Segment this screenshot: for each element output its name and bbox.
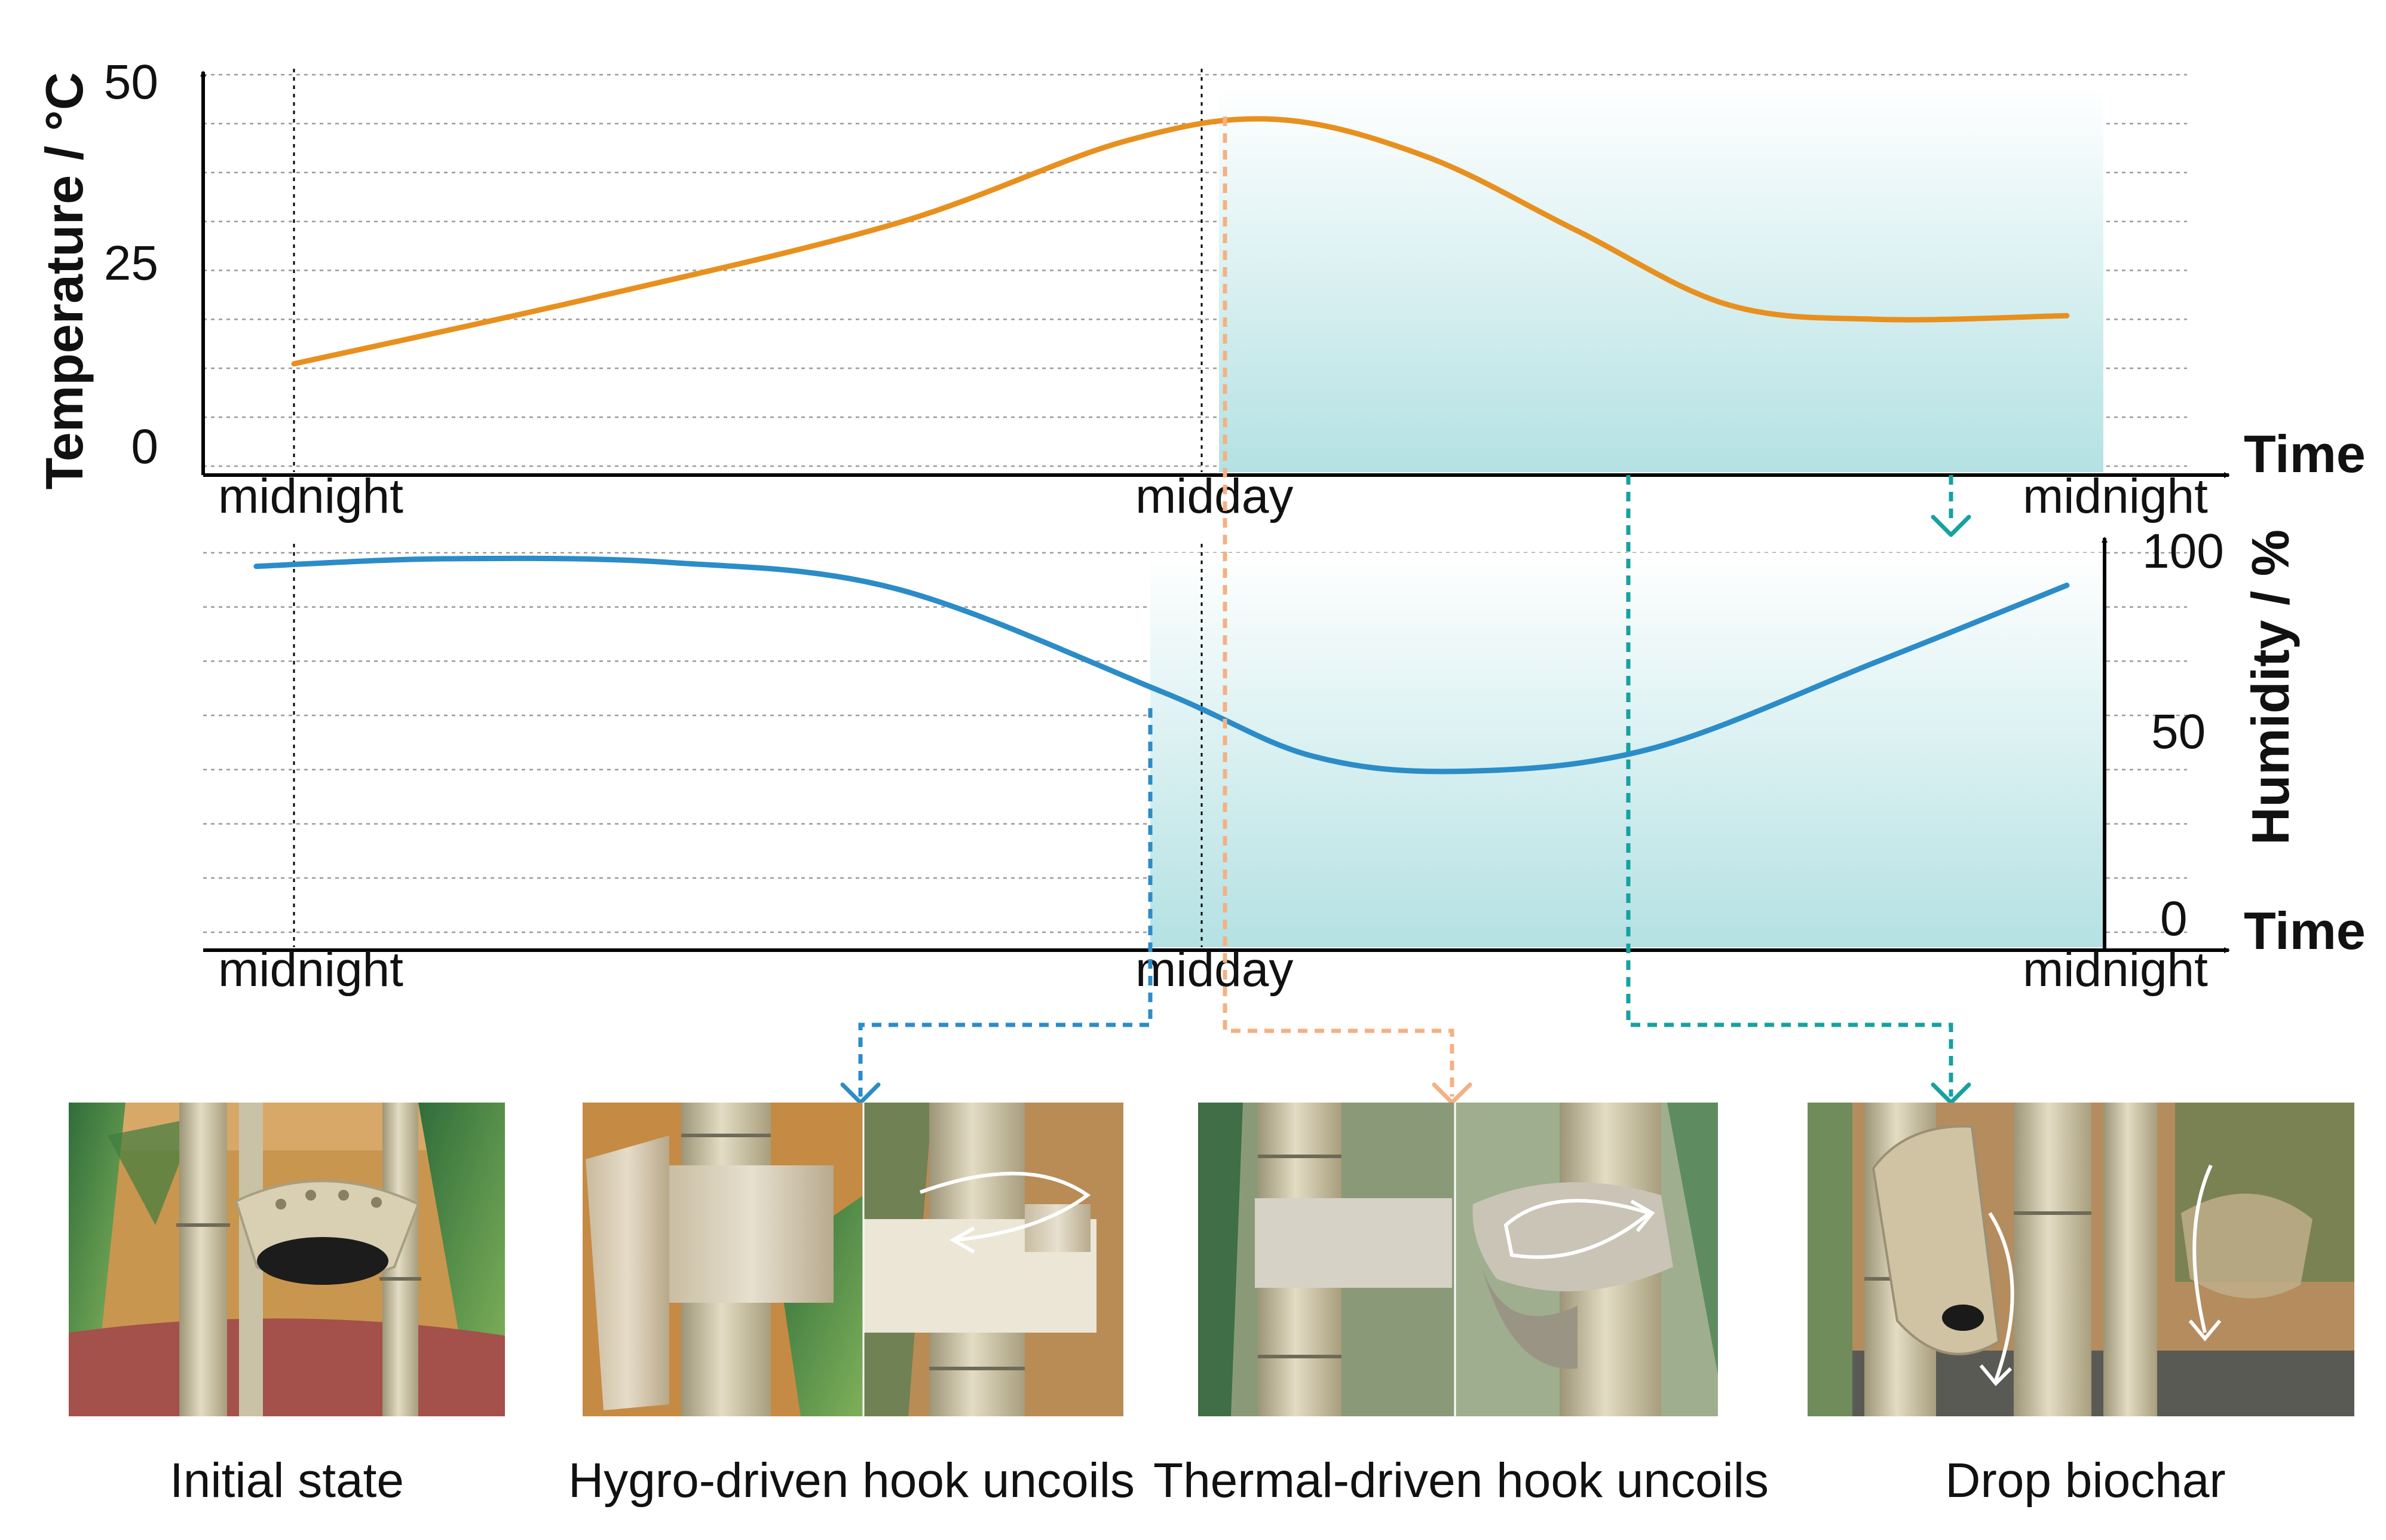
panel-caption: Drop biochar xyxy=(1945,1453,2225,1508)
drop-connector xyxy=(1626,475,1953,1097)
temperature-shaded-region xyxy=(1219,87,2103,472)
panel-drop-biochar: Drop biochar xyxy=(1808,1103,2354,1508)
panel-hygro-driven: Hygro-driven hook uncoils xyxy=(568,1103,1135,1508)
temperature-x-tick-midday: midday xyxy=(1135,469,1293,523)
panel-initial-state: Initial state xyxy=(69,1103,505,1508)
hygro-connector xyxy=(858,708,1153,1097)
bamboo-planter-photo xyxy=(69,1103,505,1416)
temperature-tick-50: 50 xyxy=(104,55,158,109)
humidity-chart: Humidity / % 100 50 0 Time midnight midd… xyxy=(203,524,2366,997)
humidity-series-line xyxy=(253,555,2070,774)
panel-caption: Hygro-driven hook uncoils xyxy=(568,1453,1135,1508)
connector-arrows xyxy=(858,117,1953,1097)
temperature-x-tick-midnight-start: midnight xyxy=(218,469,403,523)
panel-thermal-driven: Thermal-driven hook uncoils xyxy=(1153,1103,1769,1508)
temperature-tick-0: 0 xyxy=(131,420,158,474)
panel-caption: Thermal-driven hook uncoils xyxy=(1153,1453,1769,1508)
humidity-x-tick-midday: midday xyxy=(1135,942,1293,997)
night-arrowhead xyxy=(1931,515,1971,537)
thermal-hook-photo xyxy=(1198,1103,1718,1416)
hygro-hook-photo xyxy=(583,1103,1123,1416)
temperature-chart: Temperature / °C 50 25 0 Time midnight m… xyxy=(35,55,2366,523)
humidity-x-tick-midnight-end: midnight xyxy=(2023,942,2208,997)
temperature-x-axis-title: Time xyxy=(2244,424,2366,483)
humidity-tick-50: 50 xyxy=(2151,705,2206,759)
thermal-connector xyxy=(1223,117,1454,1097)
thermal-arrowhead xyxy=(1432,1082,1472,1105)
panel-caption: Initial state xyxy=(170,1453,404,1508)
temperature-series-line xyxy=(291,116,2070,367)
humidity-tick-0: 0 xyxy=(2160,892,2188,946)
humidity-axis-title: Humidity / % xyxy=(2241,529,2300,845)
temperature-axis-title: Temperature / °C xyxy=(35,72,94,490)
temperature-x-tick-midnight-end: midnight xyxy=(2023,469,2208,523)
humidity-x-axis-title: Time xyxy=(2244,901,2366,960)
temperature-tick-25: 25 xyxy=(104,236,158,290)
humidity-tick-100: 100 xyxy=(2142,524,2224,578)
drop-biochar-photo xyxy=(1808,1103,2354,1416)
humidity-x-tick-midnight-start: midnight xyxy=(218,942,403,997)
